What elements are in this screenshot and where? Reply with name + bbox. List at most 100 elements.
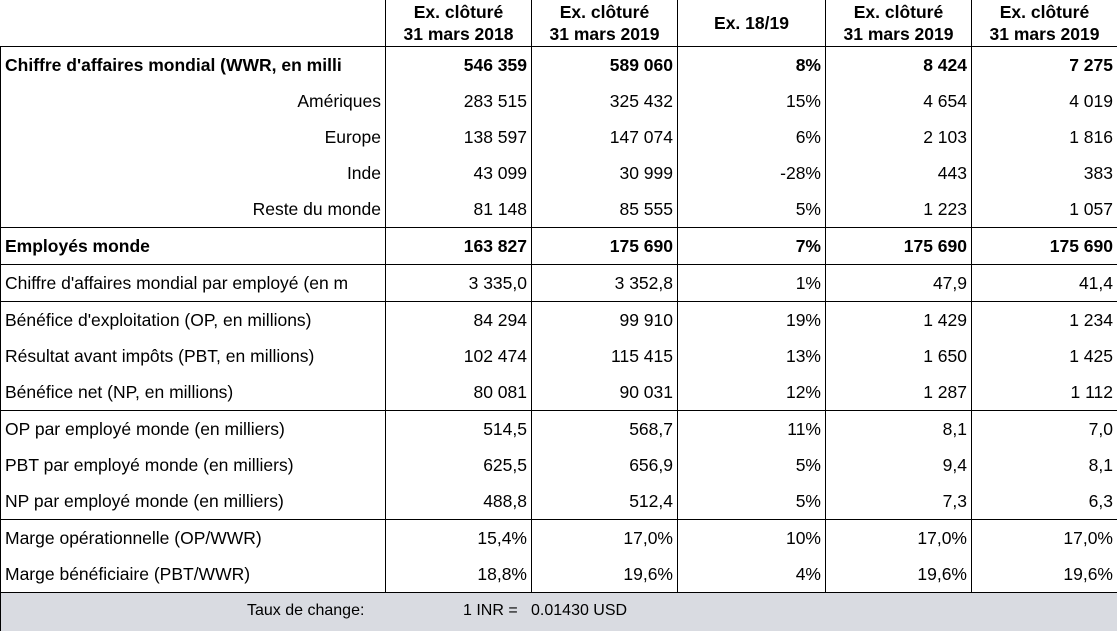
cell: 163 827 bbox=[386, 228, 532, 265]
cell: 12% bbox=[678, 374, 826, 411]
cell: 19,6% bbox=[972, 556, 1117, 593]
cell: 84 294 bbox=[386, 302, 532, 339]
cell: 1 234 bbox=[972, 302, 1117, 339]
cell: 3 335,0 bbox=[386, 265, 532, 302]
cell: 17,0% bbox=[826, 520, 972, 557]
row-label: Europe bbox=[1, 119, 386, 155]
cell: 8 424 bbox=[826, 47, 972, 84]
row-label: Résultat avant impôts (PBT, en millions) bbox=[1, 338, 386, 374]
row-label: Amériques bbox=[1, 83, 386, 119]
cell: 4% bbox=[678, 556, 826, 593]
cell: 1 112 bbox=[972, 374, 1117, 411]
cell: 8,1 bbox=[972, 447, 1117, 483]
cell: 41,4 bbox=[972, 265, 1117, 302]
table-row: Marge bénéficiaire (PBT/WWR) 18,8% 19,6%… bbox=[1, 556, 1117, 593]
cell: 1 816 bbox=[972, 119, 1117, 155]
cell: 1 429 bbox=[826, 302, 972, 339]
cell: 138 597 bbox=[386, 119, 532, 155]
cell: 19,6% bbox=[826, 556, 972, 593]
cell: 1 287 bbox=[826, 374, 972, 411]
row-label: PBT par employé monde (en milliers) bbox=[1, 447, 386, 483]
cell: 383 bbox=[972, 155, 1117, 191]
cell: 7,3 bbox=[826, 483, 972, 520]
cell: 147 074 bbox=[532, 119, 678, 155]
table-row: Amériques 283 515 325 432 15% 4 654 4 01… bbox=[1, 83, 1117, 119]
cell: 90 031 bbox=[532, 374, 678, 411]
cell: 13% bbox=[678, 338, 826, 374]
header-col3: Ex. 18/19 bbox=[678, 0, 826, 47]
cell: 81 148 bbox=[386, 191, 532, 228]
cell: 1% bbox=[678, 265, 826, 302]
cell: 546 359 bbox=[386, 47, 532, 84]
cell: 19,6% bbox=[532, 556, 678, 593]
table-row: Chiffre d'affaires mondial (WWR, en mill… bbox=[1, 47, 1117, 84]
cell: 568,7 bbox=[532, 411, 678, 448]
cell: 488,8 bbox=[386, 483, 532, 520]
cell: 30 999 bbox=[532, 155, 678, 191]
cell: 3 352,8 bbox=[532, 265, 678, 302]
cell: 175 690 bbox=[972, 228, 1117, 265]
cell: 15,4% bbox=[386, 520, 532, 557]
table-row: Bénéfice net (NP, en millions) 80 081 90… bbox=[1, 374, 1117, 411]
cell: 7 275 bbox=[972, 47, 1117, 84]
table-row: Inde 43 099 30 999 -28% 443 383 bbox=[1, 155, 1117, 191]
cell: 1 650 bbox=[826, 338, 972, 374]
cell: 283 515 bbox=[386, 83, 532, 119]
cell: 102 474 bbox=[386, 338, 532, 374]
row-label: Chiffre d'affaires mondial par employé (… bbox=[1, 265, 386, 302]
cell: 99 910 bbox=[532, 302, 678, 339]
cell: 11% bbox=[678, 411, 826, 448]
row-label: NP par employé monde (en milliers) bbox=[1, 483, 386, 520]
cell: 4 654 bbox=[826, 83, 972, 119]
cell: 7% bbox=[678, 228, 826, 265]
cell: 2 103 bbox=[826, 119, 972, 155]
exchange-rate-label: Taux de change: bbox=[247, 602, 364, 620]
cell: 17,0% bbox=[532, 520, 678, 557]
table-row: Reste du monde 81 148 85 555 5% 1 223 1 … bbox=[1, 191, 1117, 228]
cell: 589 060 bbox=[532, 47, 678, 84]
cell: 175 690 bbox=[532, 228, 678, 265]
table-row: Bénéfice d'exploitation (OP, en millions… bbox=[1, 302, 1117, 339]
cell: 443 bbox=[826, 155, 972, 191]
cell: 8,1 bbox=[826, 411, 972, 448]
cell: 17,0% bbox=[972, 520, 1117, 557]
row-label: Marge opérationnelle (OP/WWR) bbox=[1, 520, 386, 557]
cell: 625,5 bbox=[386, 447, 532, 483]
cell: 8% bbox=[678, 47, 826, 84]
table-row: Marge opérationnelle (OP/WWR) 15,4% 17,0… bbox=[1, 520, 1117, 557]
table-row: Résultat avant impôts (PBT, en millions)… bbox=[1, 338, 1117, 374]
cell: 512,4 bbox=[532, 483, 678, 520]
cell: 15% bbox=[678, 83, 826, 119]
cell: 6,3 bbox=[972, 483, 1117, 520]
table-row: Employés monde 163 827 175 690 7% 175 69… bbox=[1, 228, 1117, 265]
cell: 4 019 bbox=[972, 83, 1117, 119]
cell: 43 099 bbox=[386, 155, 532, 191]
cell: 514,5 bbox=[386, 411, 532, 448]
cell: 80 081 bbox=[386, 374, 532, 411]
cell: 1 057 bbox=[972, 191, 1117, 228]
row-label: OP par employé monde (en milliers) bbox=[1, 411, 386, 448]
row-label: Marge bénéficiaire (PBT/WWR) bbox=[1, 556, 386, 593]
table-row: PBT par employé monde (en milliers) 625,… bbox=[1, 447, 1117, 483]
cell: 6% bbox=[678, 119, 826, 155]
cell: 19% bbox=[678, 302, 826, 339]
cell: 325 432 bbox=[532, 83, 678, 119]
cell: 85 555 bbox=[532, 191, 678, 228]
row-label: Bénéfice d'exploitation (OP, en millions… bbox=[1, 302, 386, 339]
row-label: Chiffre d'affaires mondial (WWR, en mill… bbox=[1, 47, 386, 84]
table-row: Chiffre d'affaires mondial par employé (… bbox=[1, 265, 1117, 302]
cell: -28% bbox=[678, 155, 826, 191]
cell: 115 415 bbox=[532, 338, 678, 374]
row-label: Reste du monde bbox=[1, 191, 386, 228]
row-label: Employés monde bbox=[1, 228, 386, 265]
header-blank-cell bbox=[1, 0, 386, 47]
table-row: Europe 138 597 147 074 6% 2 103 1 816 bbox=[1, 119, 1117, 155]
cell: 175 690 bbox=[826, 228, 972, 265]
cell: 10% bbox=[678, 520, 826, 557]
row-label: Bénéfice net (NP, en millions) bbox=[1, 374, 386, 411]
